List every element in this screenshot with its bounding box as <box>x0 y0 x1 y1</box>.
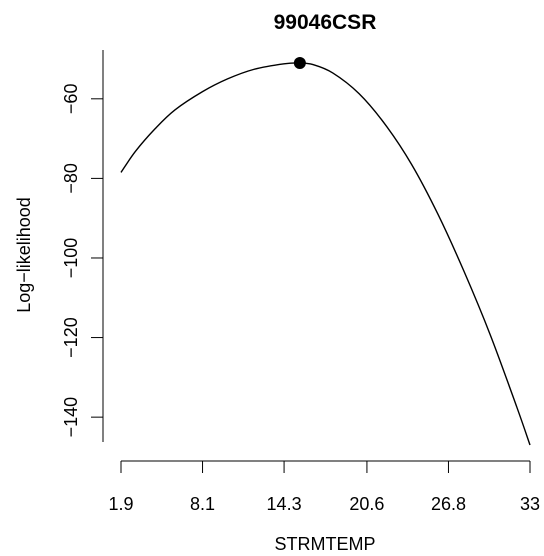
x-tick-label: 1.9 <box>108 494 133 514</box>
x-tick-label: 14.3 <box>267 494 302 514</box>
x-tick-label: 33 <box>520 494 540 514</box>
y-tick-label: −100 <box>61 238 81 279</box>
log-likelihood-curve <box>120 62 531 446</box>
chart-title: 99046CSR <box>274 11 377 34</box>
x-axis-label: STRMTEMP <box>275 534 376 554</box>
y-tick-label: −60 <box>61 84 81 115</box>
y-tick-label: −80 <box>61 163 81 194</box>
y-axis-ticks: −140 −120 −100 −80 −60 <box>61 84 103 438</box>
y-tick-label: −140 <box>61 397 81 438</box>
x-tick-label: 8.1 <box>190 494 215 514</box>
x-axis-ticks: 1.9 8.1 14.3 20.6 26.8 33 <box>108 461 540 514</box>
max-likelihood-point <box>293 57 306 69</box>
y-axis-label: Log−likelihood <box>14 197 34 313</box>
x-tick-label: 26.8 <box>431 494 466 514</box>
y-tick-label: −120 <box>61 317 81 358</box>
x-tick-label: 20.6 <box>349 494 384 514</box>
